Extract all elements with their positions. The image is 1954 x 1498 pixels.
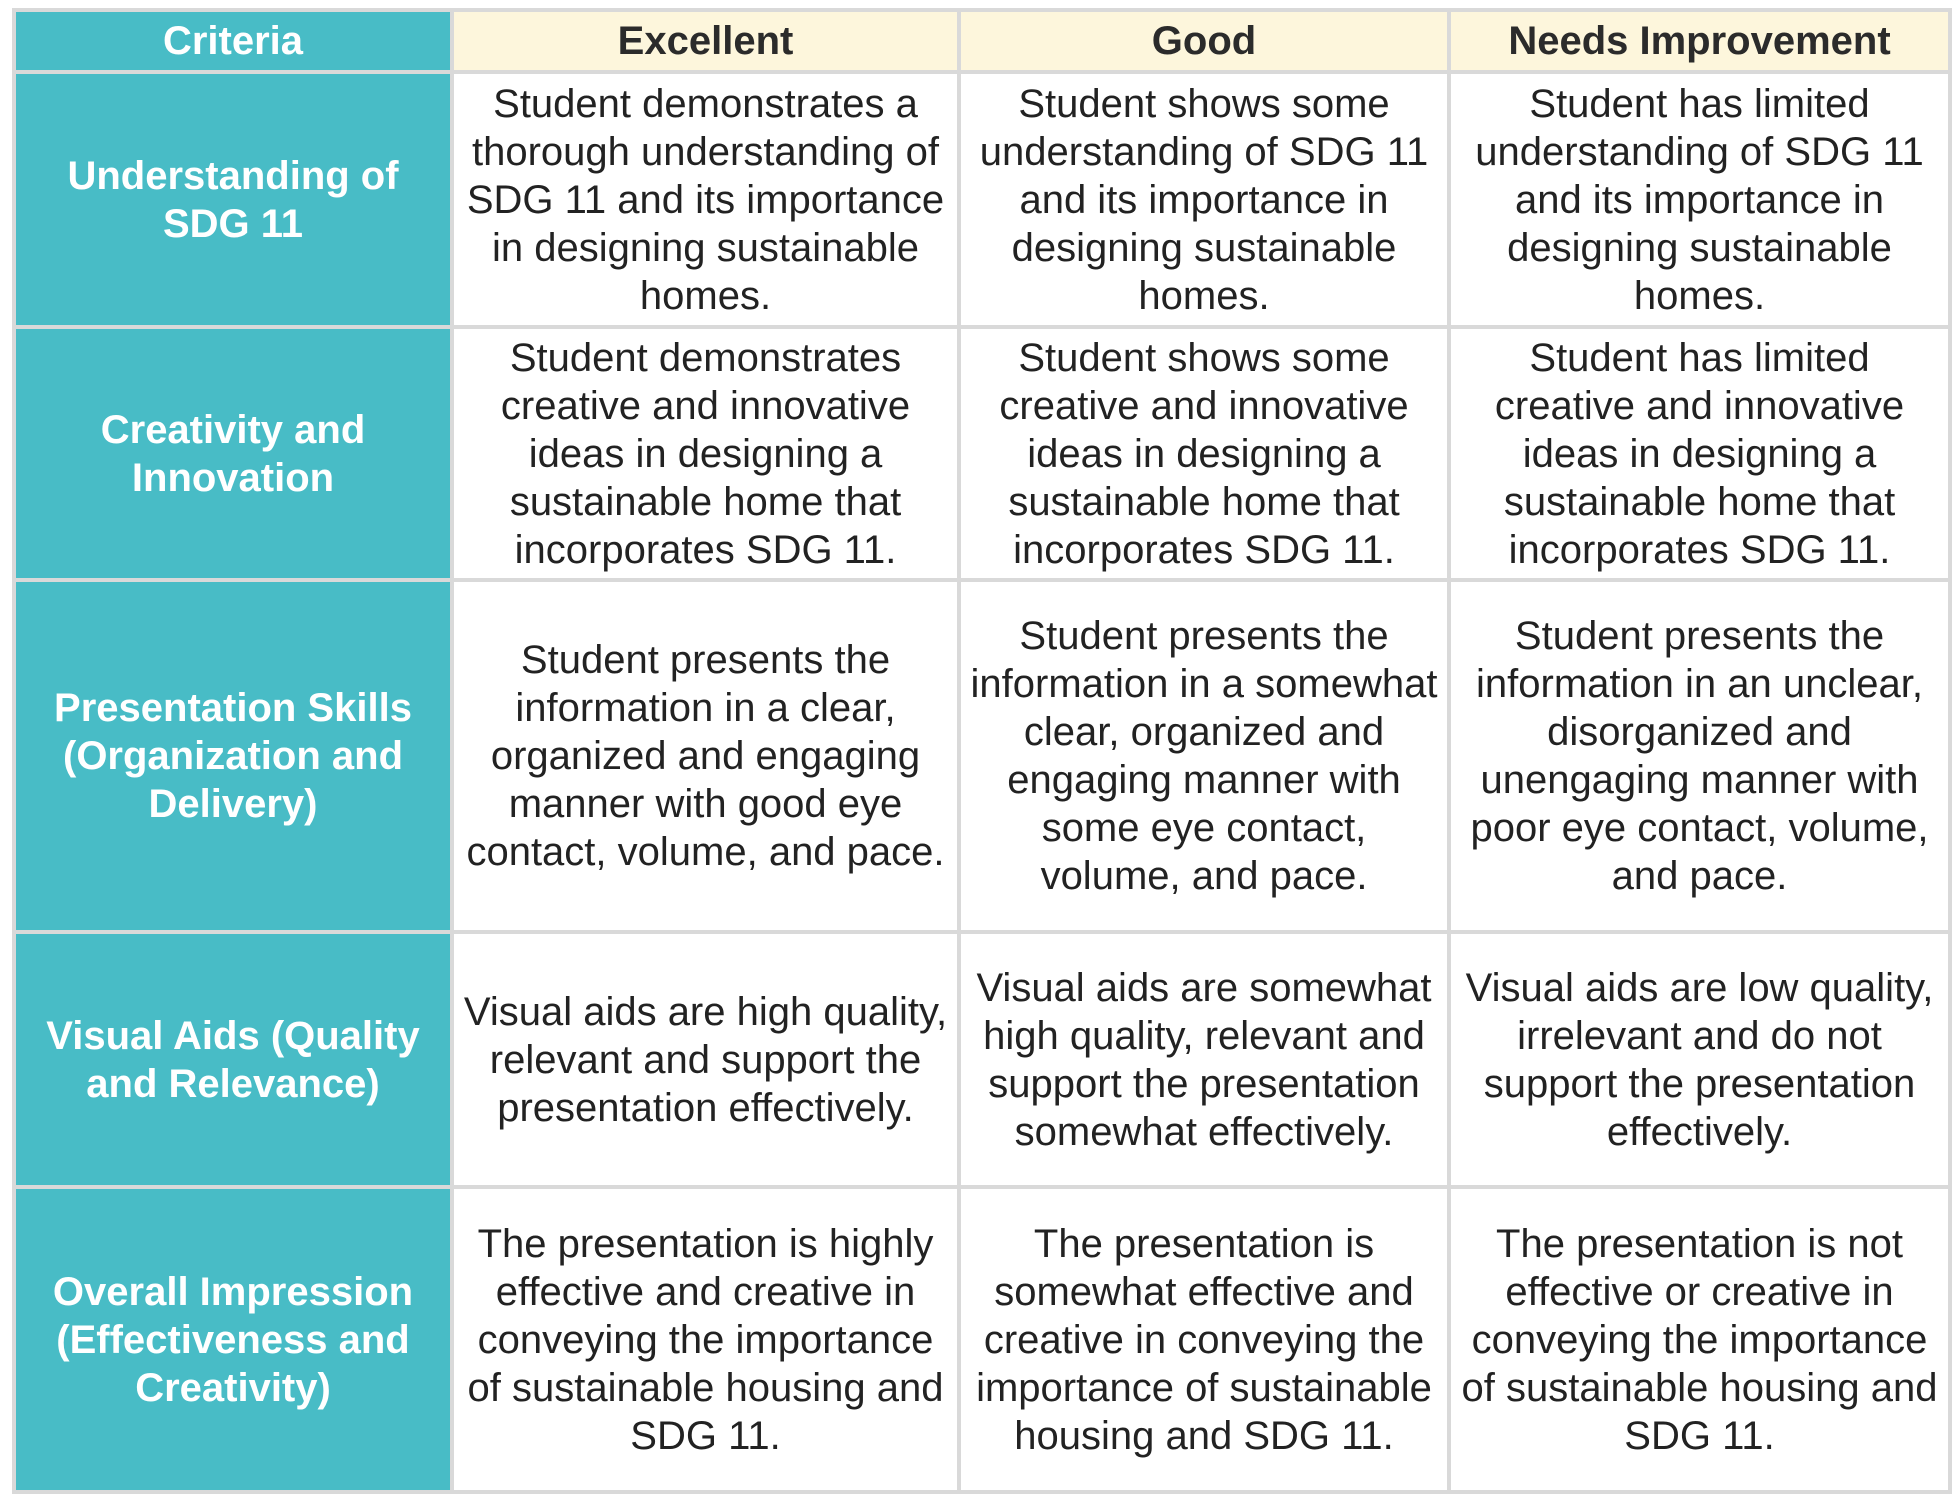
header-criteria: Criteria <box>12 8 454 74</box>
good-description: Visual aids are somewhat high quality, r… <box>957 930 1451 1189</box>
header-excellent: Excellent <box>450 8 961 74</box>
needs-improvement-description: Student has limited creative and innovat… <box>1447 325 1952 582</box>
rubric-table: Criteria Excellent Good Needs Improvemen… <box>12 8 1952 1494</box>
excellent-description: The presentation is highly effective and… <box>450 1185 961 1494</box>
excellent-description: Student presents the information in a cl… <box>450 578 961 934</box>
criterion-label: Understanding of SDG 11 <box>12 70 454 329</box>
needs-improvement-description: Student presents the information in an u… <box>1447 578 1952 934</box>
good-description: Student shows some understanding of SDG … <box>957 70 1451 329</box>
table-row: Presentation Skills (Organization and De… <box>12 578 1952 934</box>
table-row: Understanding of SDG 11 Student demonstr… <box>12 70 1952 329</box>
criterion-label: Visual Aids (Quality and Relevance) <box>12 930 454 1189</box>
needs-improvement-description: Student has limited understanding of SDG… <box>1447 70 1952 329</box>
criterion-label: Creativity and Innovation <box>12 325 454 582</box>
header-needs-improvement: Needs Improvement <box>1447 8 1952 74</box>
table-row: Overall Impression (Effectiveness and Cr… <box>12 1185 1952 1494</box>
rubric-header: Criteria Excellent Good Needs Improvemen… <box>12 8 1952 74</box>
excellent-description: Student demonstrates a thorough understa… <box>450 70 961 329</box>
excellent-description: Student demonstrates creative and innova… <box>450 325 961 582</box>
criterion-label: Presentation Skills (Organization and De… <box>12 578 454 934</box>
table-row: Visual Aids (Quality and Relevance) Visu… <box>12 930 1952 1189</box>
good-description: The presentation is somewhat effective a… <box>957 1185 1451 1494</box>
excellent-description: Visual aids are high quality, relevant a… <box>450 930 961 1189</box>
table-row: Creativity and Innovation Student demons… <box>12 325 1952 582</box>
criterion-label: Overall Impression (Effectiveness and Cr… <box>12 1185 454 1494</box>
header-good: Good <box>957 8 1451 74</box>
needs-improvement-description: The presentation is not effective or cre… <box>1447 1185 1952 1494</box>
good-description: Student shows some creative and innovati… <box>957 325 1451 582</box>
needs-improvement-description: Visual aids are low quality, irrelevant … <box>1447 930 1952 1189</box>
rubric-body: Understanding of SDG 11 Student demonstr… <box>12 70 1952 1494</box>
header-row: Criteria Excellent Good Needs Improvemen… <box>12 8 1952 74</box>
good-description: Student presents the information in a so… <box>957 578 1451 934</box>
